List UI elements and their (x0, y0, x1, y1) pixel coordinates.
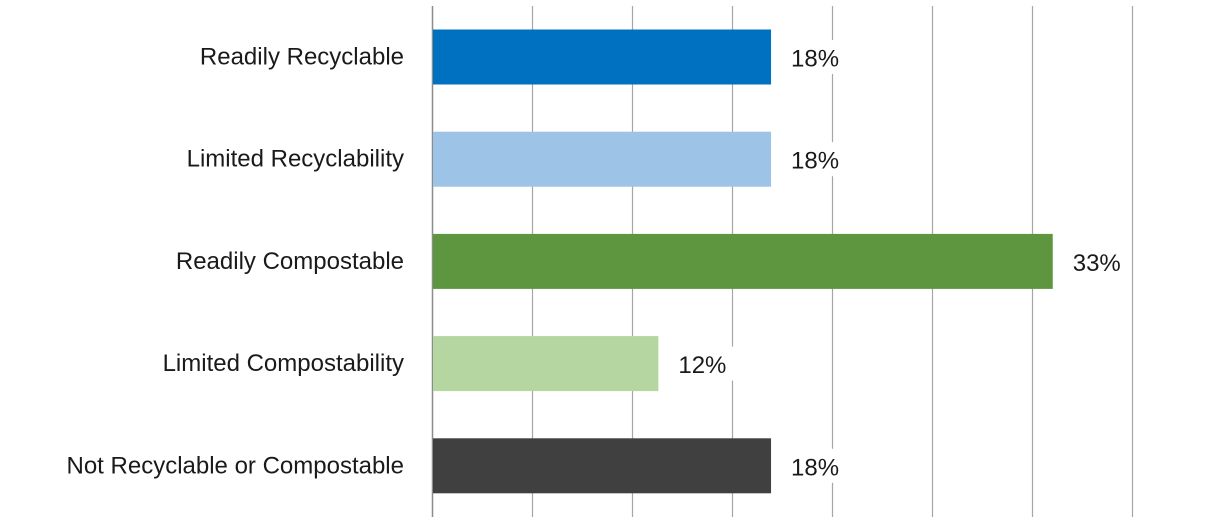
value-label: 12% (678, 352, 726, 379)
value-label: 18% (791, 46, 839, 73)
category-label: Readily Recyclable (200, 44, 404, 71)
bar-limited-compostability (433, 336, 659, 392)
category-label: Limited Compostability (163, 350, 404, 377)
bar-readily-recyclable (433, 29, 772, 85)
bar-readily-compostable (433, 233, 1053, 289)
category-label: Not Recyclable or Compostable (67, 452, 405, 479)
category-label: Readily Compostable (176, 248, 404, 275)
value-label: 18% (791, 148, 839, 175)
value-label-background (1068, 244, 1131, 279)
value-label-background (787, 448, 850, 483)
category-label: Limited Recyclability (187, 146, 404, 173)
value-label-background (787, 142, 850, 177)
value-label-background (674, 346, 737, 381)
value-label: 18% (791, 454, 839, 481)
value-labels: 18% 18% 33% 12% 18% (674, 40, 1131, 483)
bar-limited-recyclability (433, 131, 772, 187)
bars (433, 29, 1053, 494)
category-labels: Readily Recyclable Limited Recyclability R… (67, 44, 405, 480)
bar-not-recyclable-or-compostable (433, 438, 772, 494)
value-label-background (787, 40, 850, 74)
value-label: 33% (1073, 250, 1121, 277)
